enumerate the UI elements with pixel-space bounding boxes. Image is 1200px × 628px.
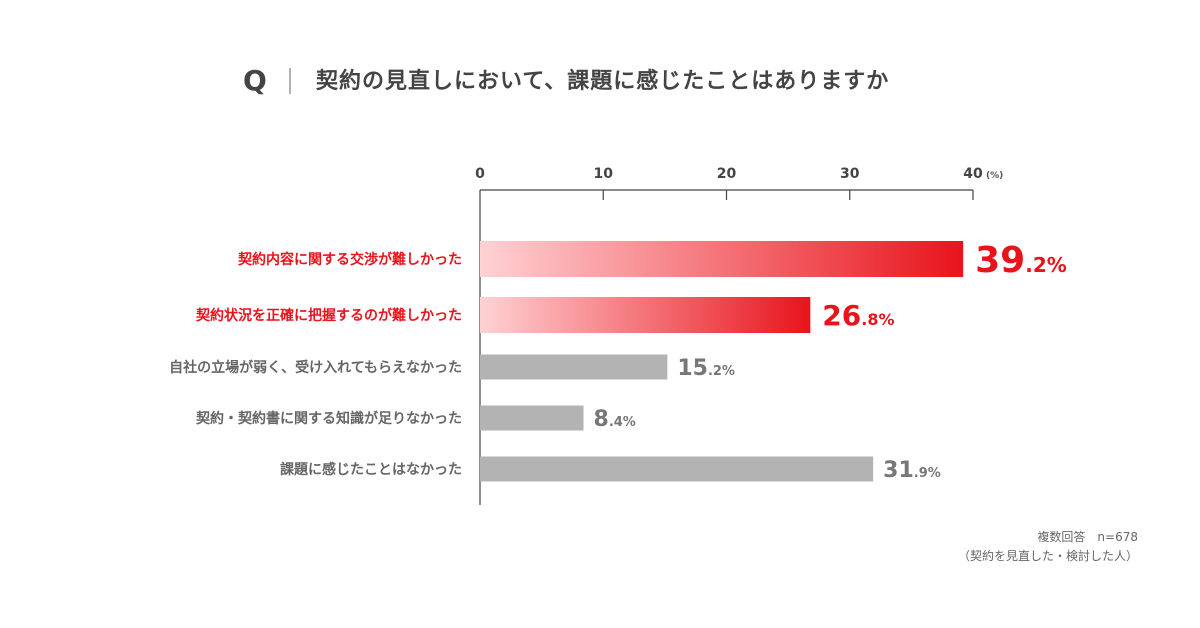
value-label: 31.9% [883,458,941,483]
value-label: 8.4% [594,407,636,432]
bar [480,354,668,380]
value-label: 26.8% [822,299,894,332]
x-axis-unit: (%) [986,171,1003,181]
category-label: 課題に感じたことはなかった [280,461,462,478]
bar [480,241,964,277]
category-label: 契約状況を正確に把握するのが難しかった [195,307,462,324]
x-axis: 0 10 20 30 40 (%) [475,166,1003,505]
category-label: 契約・契約書に関する知識が足りなかった [195,410,462,427]
bar-series: 契約内容に関する交渉が難しかった 39.2% 契約状況を正確に把握するのが難しかった… [169,240,1067,483]
category-label: 自社の立場が弱く、受け入れてもらえなかった [169,359,462,376]
value-label: 39.2% [975,240,1067,281]
note-sample-size: 複数回答 n=678 [1037,529,1138,544]
note-respondents: （契約を見直した・検討した人） [958,548,1138,563]
category-label: 契約内容に関する交渉が難しかった [237,251,462,268]
bar [480,456,874,482]
question-prefix: Q [243,64,267,97]
x-tick-label: 10 [594,166,614,182]
x-tick-label: 20 [717,166,737,182]
x-tick-label: 0 [475,166,485,182]
x-tick-label: 30 [840,166,860,182]
bar [480,297,811,333]
x-tick-label: 40 [963,166,983,182]
value-label: 15.2% [677,356,735,381]
bar [480,405,584,431]
question-title: 契約の見直しにおいて、課題に感じたことはありますか [315,68,889,94]
